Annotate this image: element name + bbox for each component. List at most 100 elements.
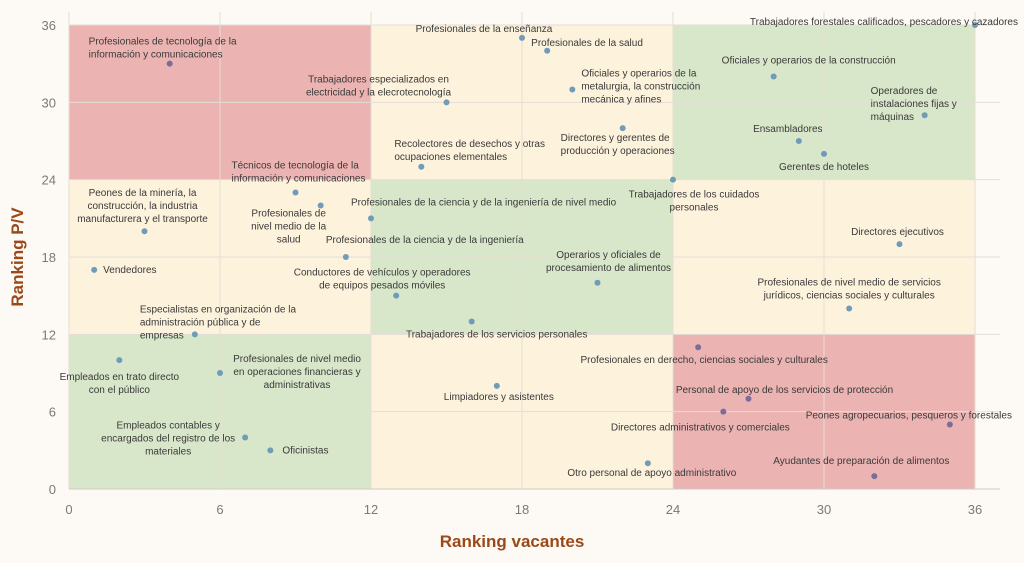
data-point bbox=[644, 460, 651, 467]
point-label-line: procesamiento de alimentos bbox=[546, 263, 671, 274]
point-label-line: información y comunicaciones bbox=[89, 50, 223, 61]
data-point bbox=[468, 318, 475, 325]
data-point bbox=[342, 254, 349, 260]
point-label: Especialistas en organización de la admin… bbox=[140, 304, 297, 341]
data-point bbox=[493, 382, 500, 389]
point-label: Oficiales y operarios de la construcción bbox=[722, 56, 896, 67]
point-label: Profesionales de nivel medio de la salud bbox=[251, 208, 326, 245]
point-label: Recolectores de desechos y otras ocupacio… bbox=[394, 139, 545, 163]
data-point bbox=[795, 138, 802, 144]
data-point bbox=[267, 447, 274, 454]
point-label-line: Profesionales de bbox=[251, 208, 326, 219]
point-label-line: Profesionales de la ciencia y de la inge… bbox=[326, 235, 524, 246]
point-label-line: Gerentes de hoteles bbox=[779, 162, 869, 173]
x-tick-label: 36 bbox=[968, 502, 982, 517]
point-label-line: máquinas bbox=[871, 112, 914, 123]
data-point bbox=[972, 22, 978, 28]
data-point bbox=[770, 73, 777, 80]
x-tick-label: 30 bbox=[817, 502, 831, 517]
point-label: Empleados en trato directo con el público bbox=[60, 372, 180, 396]
point-label-line: empresas bbox=[140, 330, 184, 341]
point-label-line: administrativas bbox=[264, 380, 331, 391]
point-label-line: producción y operaciones bbox=[561, 146, 675, 157]
point-label-line: Recolectores de desechos y otras bbox=[394, 139, 545, 150]
data-point bbox=[116, 357, 123, 364]
point-label-line: Profesionales de la enseñanza bbox=[416, 24, 553, 35]
point-label-line: ocupaciones elementales bbox=[394, 152, 507, 163]
data-point bbox=[871, 473, 878, 480]
point-label-line: Directores y gerentes de bbox=[561, 133, 670, 144]
data-point bbox=[619, 125, 626, 132]
data-point bbox=[846, 305, 853, 312]
point-label: Gerentes de hoteles bbox=[779, 162, 869, 173]
point-label: Profesionales de nivel medio en operacion… bbox=[233, 354, 361, 391]
data-point bbox=[896, 241, 903, 248]
data-point bbox=[821, 150, 827, 157]
point-label: Oficinistas bbox=[282, 445, 328, 456]
point-label: Vendedores bbox=[103, 265, 156, 276]
point-label: Ensambladores bbox=[753, 124, 822, 135]
data-point bbox=[569, 86, 576, 93]
point-label-line: instalaciones fijas y bbox=[871, 99, 957, 110]
point-labels: Profesionales de tecnología de la informa… bbox=[60, 17, 1018, 479]
point-label: Peones agropecuarios, pesqueros y forest… bbox=[806, 411, 1012, 422]
point-label: Directores y gerentes de producción y ope… bbox=[561, 133, 675, 157]
data-point bbox=[191, 331, 198, 338]
x-tick-label: 24 bbox=[666, 502, 680, 517]
point-label-line: con el público bbox=[89, 385, 151, 396]
point-label: Otro personal de apoyo administrativo bbox=[567, 468, 736, 479]
y-tick-label: 6 bbox=[49, 405, 56, 420]
data-point bbox=[519, 34, 525, 41]
point-label: Peones de la minería, la construcción, la… bbox=[77, 188, 208, 225]
point-label-line: Oficiales y operarios de la construcción bbox=[722, 56, 896, 67]
x-tick-label: 18 bbox=[515, 502, 529, 517]
tick-labels: 0 6 12 18 24 30 36 0 6 12 18 24 30 36 bbox=[42, 18, 983, 517]
point-label: Profesionales de nivel medio de servicio… bbox=[757, 278, 940, 302]
point-label-line: Operadores de bbox=[871, 86, 938, 97]
x-tick-label: 6 bbox=[216, 502, 223, 517]
gridlines bbox=[68, 12, 1000, 490]
point-label: Operadores de instalaciones fijas y máquin… bbox=[871, 86, 957, 123]
point-label-line: Conductores de vehículos y operadores bbox=[294, 268, 471, 279]
point-label: Empleados contables y encargados del regi… bbox=[101, 420, 235, 457]
point-label: Trabajadores forestales calificados, pes… bbox=[750, 17, 1018, 28]
point-label-line: salud bbox=[277, 234, 301, 245]
data-point bbox=[141, 228, 148, 235]
point-label-line: de equipos pesados móviles bbox=[319, 281, 445, 292]
y-tick-label: 36 bbox=[42, 18, 56, 33]
point-label-line: materiales bbox=[145, 446, 191, 457]
point-label: Ayudantes de preparación de alimentos bbox=[773, 456, 949, 467]
point-label-line: personales bbox=[670, 203, 719, 214]
point-label: Profesionales de tecnología de la informa… bbox=[89, 37, 237, 61]
point-label-line: Trabajadores de los cuidados bbox=[629, 190, 760, 201]
x-tick-label: 12 bbox=[364, 502, 378, 517]
data-point bbox=[745, 395, 752, 402]
point-label: Operarios y oficiales de procesamiento de… bbox=[546, 250, 671, 274]
point-label: Trabajadores especializados en electricid… bbox=[306, 74, 452, 98]
point-label-line: nivel medio de la bbox=[251, 221, 326, 232]
point-label-line: Directores administrativos y comerciales bbox=[611, 423, 790, 434]
point-label-line: Especialistas en organización de la bbox=[140, 304, 297, 315]
point-label-line: encargados del registro de los bbox=[101, 433, 235, 444]
point-label-line: Profesionales de nivel medio bbox=[233, 354, 361, 365]
point-label-line: Empleados contables y bbox=[116, 420, 219, 431]
data-points bbox=[91, 22, 978, 480]
point-label-line: Operarios y oficiales de bbox=[556, 250, 661, 261]
point-label-line: Peones de la minería, la bbox=[89, 188, 197, 199]
data-point bbox=[242, 434, 249, 441]
data-point bbox=[720, 408, 727, 415]
point-label-line: Ensambladores bbox=[753, 124, 822, 135]
point-label-line: Profesionales en derecho, ciencias socia… bbox=[580, 355, 827, 366]
point-label-line: Trabajadores especializados en bbox=[308, 74, 449, 85]
x-axis-title: Ranking vacantes bbox=[440, 532, 585, 551]
point-label: Técnicos de tecnología de la información … bbox=[232, 161, 366, 185]
data-point bbox=[91, 266, 98, 273]
data-point bbox=[946, 421, 953, 428]
point-label-line: Profesionales de la ciencia y de la inge… bbox=[351, 197, 617, 208]
point-label: Profesionales de la ciencia y de la inge… bbox=[351, 197, 617, 208]
point-label-line: Profesionales de nivel medio de servicio… bbox=[757, 278, 940, 289]
data-point bbox=[443, 99, 450, 106]
y-tick-label: 12 bbox=[42, 327, 56, 342]
data-point bbox=[921, 112, 928, 119]
